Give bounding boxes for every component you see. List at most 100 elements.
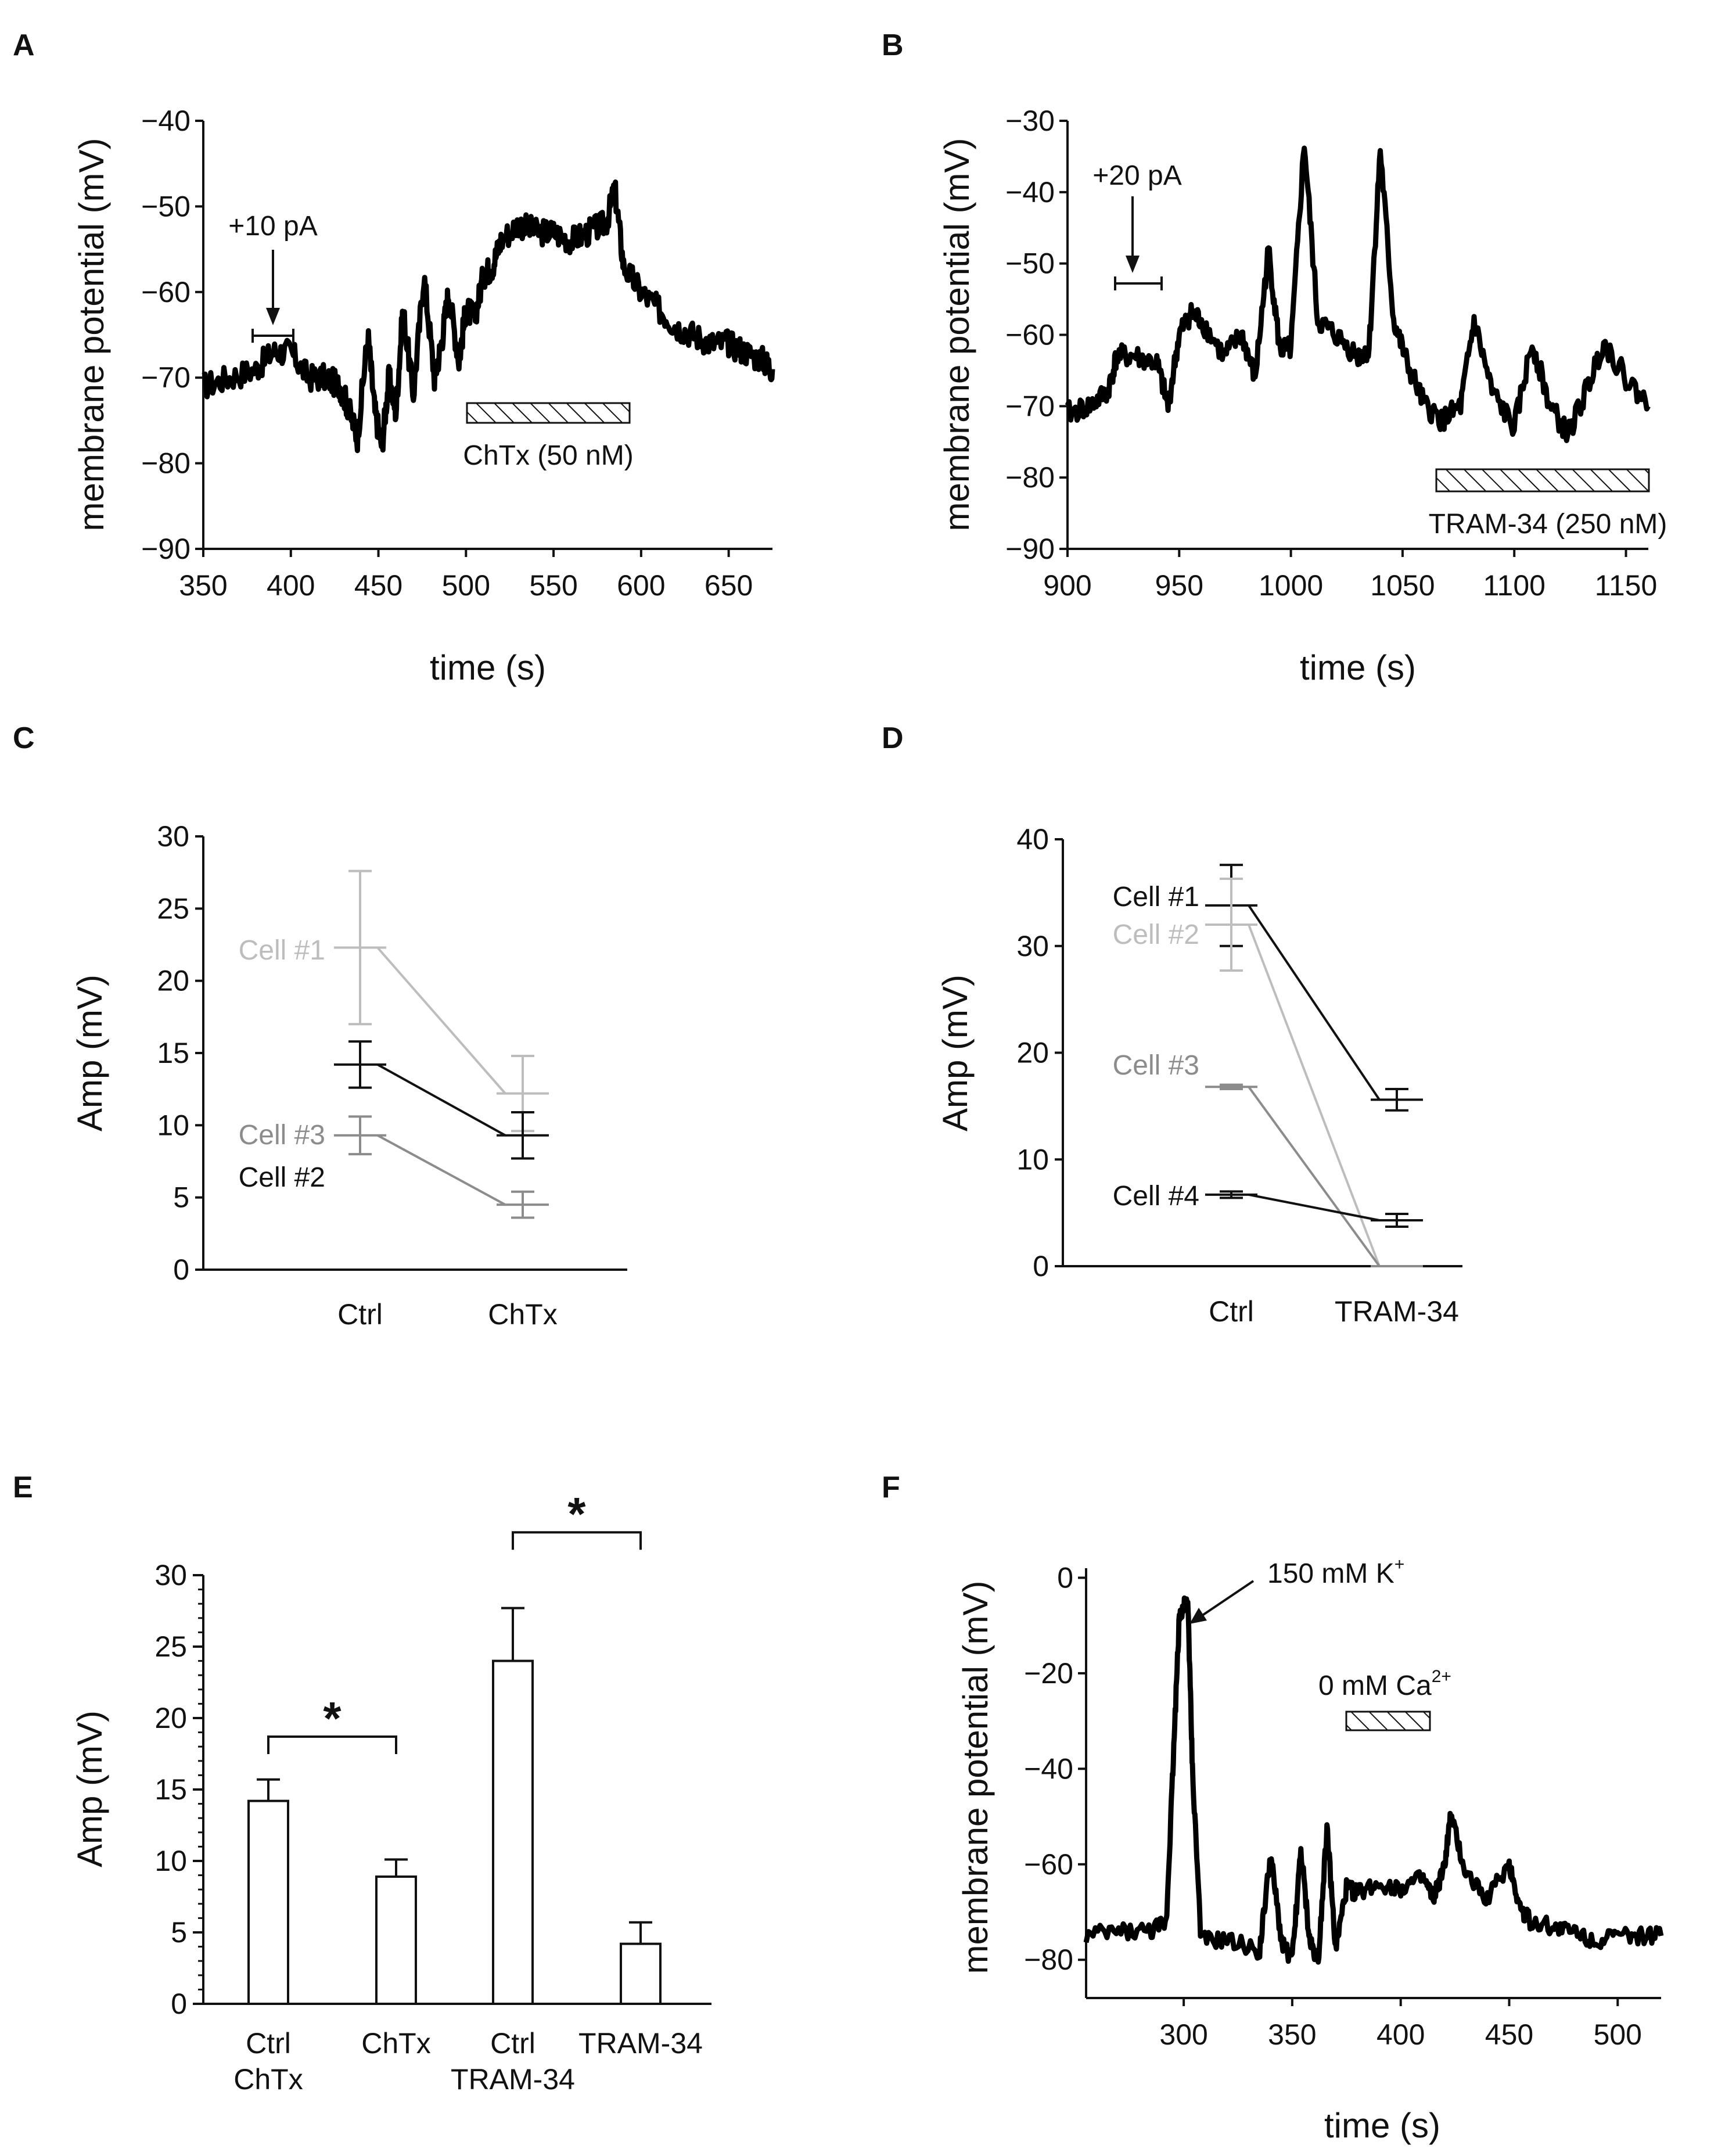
y-tick-label: 20 <box>157 965 189 997</box>
panel-d-series <box>1205 864 1423 1267</box>
y-tick-label: 15 <box>157 1037 189 1069</box>
y-tick-label: 5 <box>171 1916 187 1949</box>
y-tick-label: −60 <box>141 276 191 308</box>
significance-star: * <box>323 1693 342 1744</box>
panel-b-trace <box>1065 145 1651 443</box>
x-tick-label: 600 <box>617 569 665 602</box>
bar <box>247 1799 289 2005</box>
significance-bracket <box>512 1531 642 1550</box>
x-tick-label: 450 <box>354 569 402 602</box>
y-tick-label: −20 <box>1024 1657 1073 1690</box>
category-label: Ctrl <box>246 2027 291 2060</box>
panel-f-y-ticks: 0 −20 −40 −60 −80 <box>1024 1561 1086 1976</box>
panel-f-k-label-text: 150 mM K <box>1267 1558 1394 1589</box>
y-tick-label: −40 <box>1024 1752 1073 1785</box>
y-tick-label: 10 <box>157 1109 189 1141</box>
panel-a-chart: 350 400 450 500 550 600 650 −40 −50 −60 −70 −80 −90… <box>72 105 775 687</box>
panel-c-cell-labels: Cell #1 Cell #2 Cell #3 <box>239 935 325 1193</box>
category-label: TRAM-34 <box>451 2063 575 2096</box>
x-tick-label: 500 <box>442 569 490 602</box>
panel-d-category-ctrl: Ctrl <box>1209 1295 1254 1328</box>
cell-connector <box>1248 1086 1381 1267</box>
panel-a-y-label: membrane potential (mV) <box>72 138 111 531</box>
panel-a-x-label: time (s) <box>430 648 546 687</box>
cell-connector <box>377 1063 506 1137</box>
x-tick-label: 550 <box>529 569 577 602</box>
x-tick-label: 350 <box>1268 2018 1316 2051</box>
y-tick-label: −60 <box>1024 1848 1073 1881</box>
panel-c-series <box>334 869 549 1219</box>
panel-a-y-ticks: −40 −50 −60 −70 −80 −90 <box>141 105 203 565</box>
panel-label-a: A <box>13 28 35 62</box>
panel-label-b: B <box>882 28 904 62</box>
y-tick-label: −40 <box>1005 176 1055 209</box>
panel-d-y-label: Amp (mV) <box>936 975 975 1131</box>
y-tick-label: −70 <box>141 361 191 394</box>
panel-c-category-chtx: ChTx <box>488 1298 557 1331</box>
panel-b-x-ticks: 900 950 1000 1050 1100 1150 <box>1043 549 1657 602</box>
bar <box>492 1659 534 2006</box>
panel-c-y-label: Amp (mV) <box>70 975 109 1131</box>
panel-d-y-ticks: 0 10 20 30 40 <box>1016 823 1063 1282</box>
x-tick-label: 650 <box>705 569 753 602</box>
panel-a-stimulus-arrowhead <box>266 308 280 325</box>
y-tick-label: 15 <box>154 1773 187 1806</box>
cell-label: Cell #1 <box>239 935 325 966</box>
x-tick-label: 1000 <box>1259 569 1323 602</box>
panel-e-y-ticks: 0 5 10 15 20 25 30 <box>154 1559 203 2020</box>
x-tick-label: 300 <box>1159 2018 1207 2051</box>
panel-e-minor-ticks <box>198 1589 203 1990</box>
y-tick-label: 40 <box>1016 823 1049 856</box>
panel-f-y-label: membrane potential (mV) <box>956 1581 995 1974</box>
y-tick-label: −80 <box>1024 1943 1073 1976</box>
y-tick-label: −60 <box>1005 319 1055 351</box>
y-tick-label: 5 <box>173 1181 189 1214</box>
panel-a-trace <box>202 179 775 454</box>
panel-d-category-tram34: TRAM-34 <box>1335 1295 1459 1328</box>
significance-bracket <box>267 1735 397 1754</box>
y-tick-label: 30 <box>1016 930 1049 962</box>
panel-f-ca-label-text: 0 mM Ca <box>1318 1670 1432 1701</box>
x-tick-label: 400 <box>267 569 315 602</box>
panel-label-f: F <box>882 1471 900 1504</box>
cell-connector <box>1248 924 1381 1267</box>
panel-f-k-label-sup: + <box>1394 1555 1405 1574</box>
category-label: ChTx <box>233 2063 303 2096</box>
category-label: ChTx <box>361 2027 430 2060</box>
x-tick-label: 1150 <box>1595 569 1658 602</box>
panel-e-significance: ** <box>267 1488 642 1754</box>
y-tick-label: 30 <box>154 1559 187 1591</box>
cell-connector <box>376 947 506 1094</box>
panel-f-k-label: 150 mM K+ <box>1267 1555 1404 1589</box>
cell-label: Cell #2 <box>1113 919 1199 950</box>
panel-e-bars <box>247 1607 662 2006</box>
panel-f-ca-bar <box>1345 1711 1431 1731</box>
x-tick-label: 950 <box>1155 569 1203 602</box>
y-tick-label: −90 <box>1005 533 1055 565</box>
panel-a-drug-bar <box>466 402 631 424</box>
x-tick-label: 350 <box>179 569 227 602</box>
y-tick-label: −40 <box>141 105 191 137</box>
panel-f-ca-label: 0 mM Ca2+ <box>1318 1667 1451 1701</box>
cell-label: Cell #3 <box>1113 1050 1199 1081</box>
y-tick-label: 0 <box>171 1988 187 2020</box>
significance-star: * <box>567 1488 586 1540</box>
category-label: Ctrl <box>490 2027 535 2060</box>
y-tick-label: −70 <box>1005 390 1055 422</box>
panel-e-y-label: Amp (mV) <box>70 1711 109 1867</box>
panel-c-category-ctrl: Ctrl <box>337 1298 383 1331</box>
panel-b-x-label: time (s) <box>1300 648 1416 687</box>
panel-a-x-ticks: 350 400 450 500 550 600 650 <box>179 549 753 602</box>
panel-f-chart: 300 350 400 450 500 0 −20 −40 −60 −80 time (s) m… <box>956 1555 1664 2145</box>
cell-connector <box>377 1134 506 1206</box>
y-tick-label: −50 <box>1005 247 1055 280</box>
y-tick-label: −90 <box>141 533 191 565</box>
panel-f-trace <box>1083 1595 1664 1965</box>
y-tick-label: −50 <box>141 190 191 222</box>
panel-a-stimulus-label: +10 pA <box>228 211 317 242</box>
panel-label-d: D <box>882 721 904 755</box>
y-tick-label: 0 <box>1057 1561 1073 1594</box>
